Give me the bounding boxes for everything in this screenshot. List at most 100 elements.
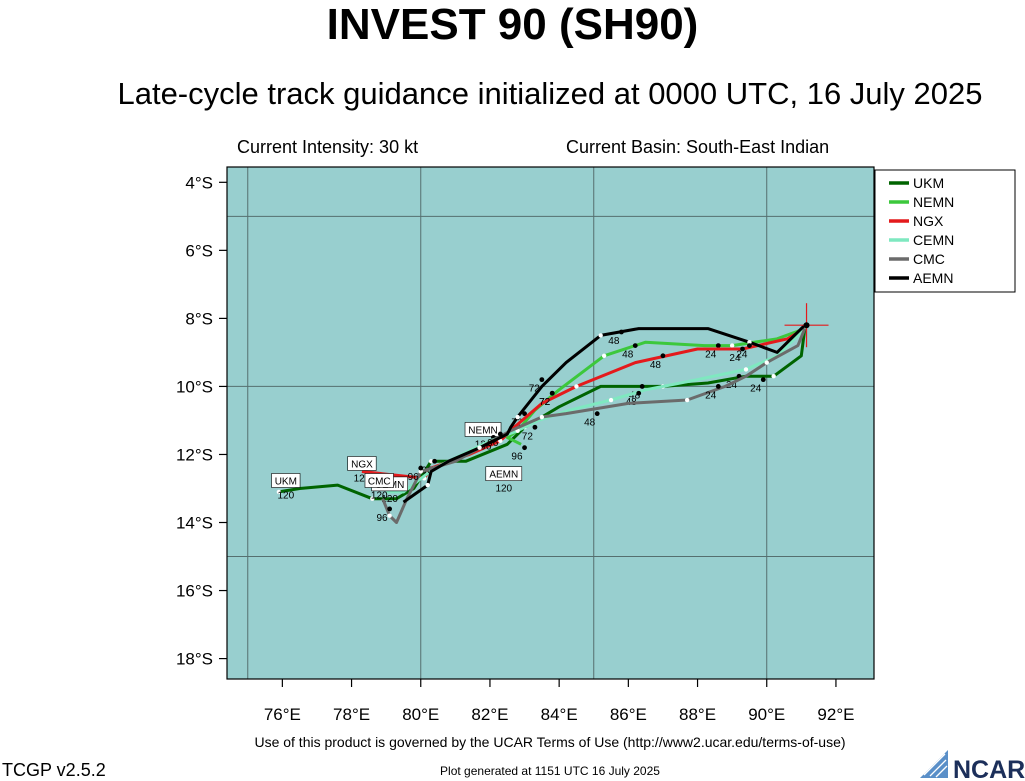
lat-tick-label: 4°S [185,173,213,192]
forecast-hour-label: 96 [487,438,499,449]
current-position-marker [784,303,829,348]
track-end-box [464,422,502,437]
track-end-label: UKM [275,476,297,487]
forecast-hour-dot [532,424,538,430]
track-point [370,496,375,501]
lon-tick-label: 90°E [748,705,785,724]
track-end-hour: 120 [381,494,398,505]
legend-item-ngx: NGX [889,213,944,229]
track-end-box [347,456,377,471]
map-gridlines [227,167,874,679]
forecast-hour-label: 96 [480,441,492,452]
lon-tick-label: 78°E [333,705,370,724]
forecast-hour-dot [715,343,721,349]
legend-label: CEMN [913,232,954,248]
track-end-label: AEMN [489,470,518,481]
ncar-logo-mark [920,750,948,778]
legend-item-nemn: NEMN [889,194,954,210]
track-point [598,333,603,338]
track-point [539,414,545,420]
forecast-hour-dot [522,411,527,417]
forecast-hour-dot [432,458,437,464]
map-axes: 76°E 78°E 80°E 82°E 84°E 86°E 88°E 90°E 92°E 4°S 6… [176,173,855,724]
track-end-box [364,473,394,488]
lon-tick-label: 80°E [402,705,439,724]
forecast-hour-dot [632,343,638,349]
terms-of-use[interactable]: Use of this product is governed by the U… [254,734,846,750]
forecast-hour-label: 24 [705,350,717,361]
track-point [515,414,520,420]
generated-timestamp: Plot generated at 1151 UTC 16 July 2025 [440,764,660,778]
track-end-label: NEMN [468,425,497,436]
track-line [278,328,807,501]
forecast-hour-label: 48 [622,350,634,361]
track-point [743,367,749,372]
track-point [276,489,282,495]
track-point [771,374,776,379]
forecast-hour-label: 48 [650,360,662,371]
forecast-hour-label: 48 [608,336,620,347]
current-intensity: Current Intensity: 30 kt [237,137,419,157]
legend-label: NEMN [913,194,954,210]
lat-tick-label: 12°S [176,445,213,464]
lat-tick-label: 14°S [176,514,213,533]
track-line [402,324,806,504]
track-point [684,397,690,403]
forecast-hour-label: 24 [750,384,762,395]
lon-tick-label: 84°E [541,705,578,724]
lon-tick-label: 92°E [817,705,854,724]
forecast-hour-dot [522,445,527,451]
forecast-hour-label: 48 [584,418,596,429]
track-point [747,340,752,345]
forecast-hour-label: 24 [729,353,741,364]
forecast-hour-dot [636,390,642,396]
page-subtitle: Late-cycle track guidance initialized at… [117,76,983,111]
legend-label: UKM [913,175,944,191]
forecast-hour-dot [619,329,624,335]
forecast-hour-dot [387,506,393,512]
track-end-box [485,466,523,481]
forecast-hour-label: 72 [522,431,534,442]
track-aemn: 24 48 72 96 AEMN 120 [402,324,806,504]
lon-tick-label: 82°E [471,705,508,724]
track-end-hour: 120 [354,473,371,484]
forecast-hour-label: 96 [376,513,388,524]
legend-item-cmc: CMC [889,251,945,267]
lat-tick-label: 6°S [185,241,213,260]
map-frame [226,166,875,680]
track-end-hour: 120 [277,490,294,501]
track-point [601,353,607,359]
ncar-logo: NCAR [920,750,1025,780]
forecast-hour-dot [747,343,752,349]
forecast-hour-label: 24 [705,390,717,401]
track-point [498,438,503,444]
forecast-hour-label: 72 [539,397,551,408]
legend-label: NGX [913,213,944,229]
lon-tick-label: 88°E [679,705,716,724]
version-label: TCGP v2.5.2 [2,760,106,780]
forecast-hour-dot [418,465,424,471]
track-point [574,384,579,389]
track-point [425,482,430,488]
track-end-hour: 120 [371,490,388,501]
lat-tick-label: 8°S [185,309,213,328]
lat-tick-label: 16°S [176,582,213,601]
forecast-hour-dot [760,377,766,383]
ncar-logo-text: NCAR [953,756,1025,780]
legend-item-aemn: AEMN [889,270,953,286]
track-point [387,513,392,518]
track-point [418,469,423,474]
forecast-hour-dot [660,353,666,359]
track-point [764,360,769,365]
forecast-hour-dot [594,411,600,417]
track-end-hour: 120 [495,484,512,495]
forecast-hour-dot [549,390,555,396]
lat-tick-label: 18°S [176,650,213,669]
forecast-hour-dot [639,384,645,389]
forecast-hour-label: 96 [408,472,420,483]
current-basin: Current Basin: South-East Indian [566,137,830,157]
lat-tick-label: 10°S [176,377,213,396]
forecast-hour-dot [539,377,545,383]
